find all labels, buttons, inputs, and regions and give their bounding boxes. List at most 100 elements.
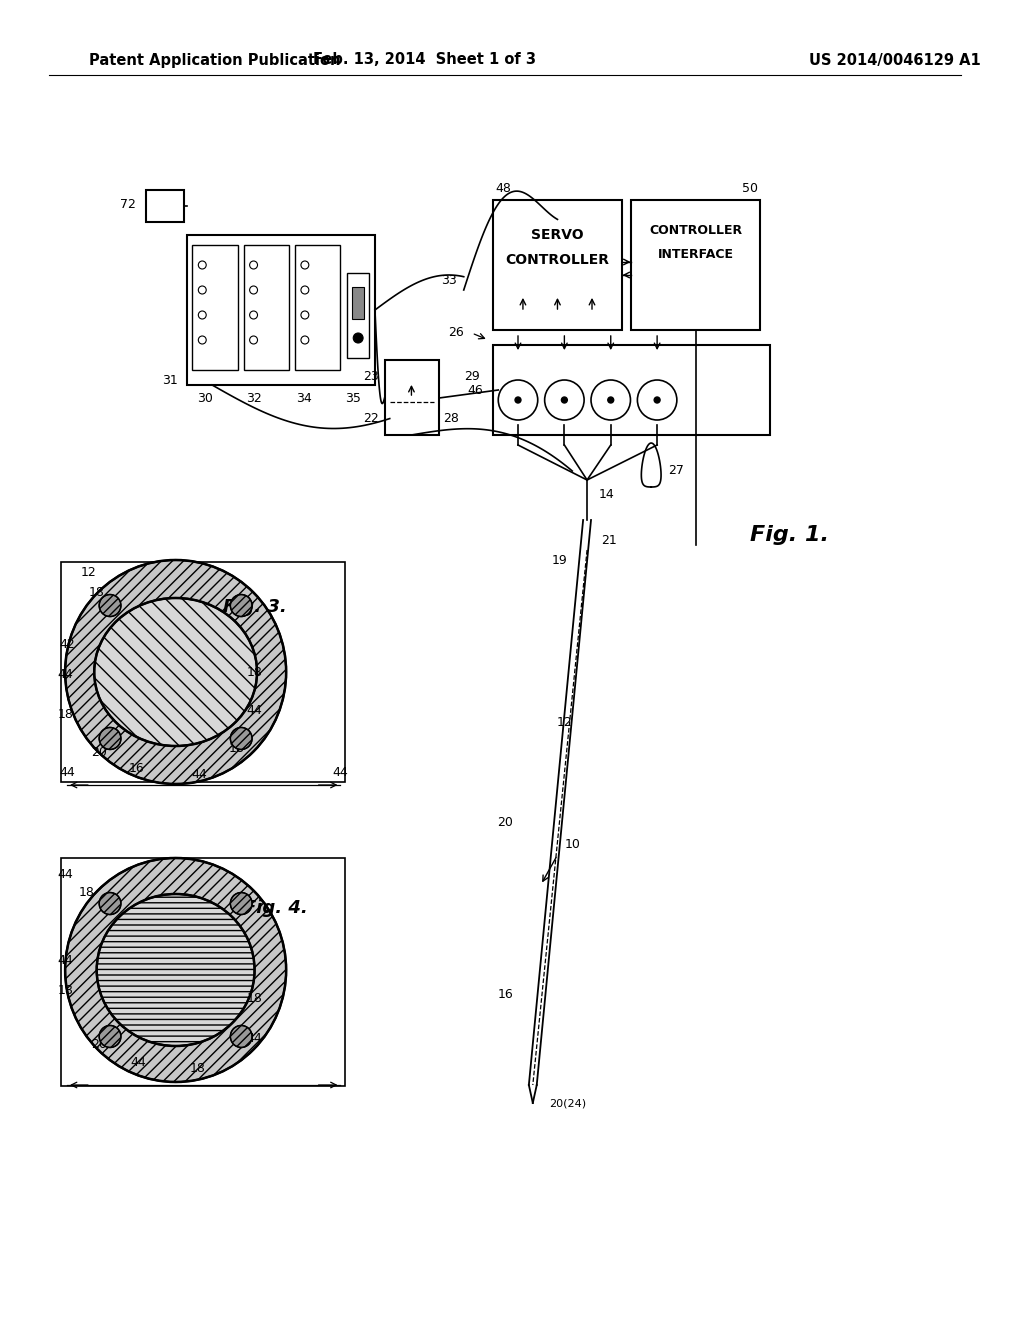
Text: 23: 23 [364,370,379,383]
Circle shape [99,727,121,750]
Circle shape [591,380,631,420]
Text: 44: 44 [247,1031,262,1044]
Text: 44: 44 [57,668,73,681]
Circle shape [230,727,252,750]
Text: 18: 18 [247,991,262,1005]
Bar [352,286,365,319]
Text: CONTROLLER: CONTROLLER [649,223,742,236]
Text: 18: 18 [57,983,73,997]
Circle shape [66,858,286,1082]
Text: 30: 30 [198,392,213,404]
Circle shape [250,286,257,294]
Text: SERVO: SERVO [531,228,584,242]
Text: 18: 18 [247,665,262,678]
Circle shape [250,337,257,345]
Circle shape [301,261,309,269]
Bar [347,273,369,358]
Bar [146,190,183,222]
Text: 12: 12 [81,565,96,578]
Text: 10: 10 [564,838,581,851]
Text: 20: 20 [498,816,513,829]
Text: 18: 18 [189,1061,205,1074]
Circle shape [250,312,257,319]
Text: 18: 18 [89,586,104,599]
Bar [61,562,345,781]
Text: 16: 16 [498,989,513,1002]
Circle shape [199,261,206,269]
Ellipse shape [96,894,255,1045]
Text: 50: 50 [741,181,758,194]
Bar [494,201,622,330]
Text: 33: 33 [441,273,457,286]
Circle shape [301,337,309,345]
Text: 18: 18 [57,709,73,722]
Circle shape [637,380,677,420]
Text: 18: 18 [79,887,95,899]
Text: 46: 46 [468,384,483,396]
Text: INTERFACE: INTERFACE [657,248,733,261]
Text: 35: 35 [345,392,361,404]
Circle shape [66,560,286,784]
Text: 31: 31 [162,374,177,387]
Bar [244,246,289,370]
Circle shape [230,594,252,616]
Text: Fig. 3.: Fig. 3. [222,598,287,616]
Circle shape [654,397,660,403]
Text: 14: 14 [599,488,614,502]
Text: 44: 44 [57,869,73,882]
Text: 21: 21 [601,533,616,546]
Text: 29: 29 [464,371,479,384]
Text: 34: 34 [296,392,311,404]
Circle shape [561,397,567,403]
Text: Feb. 13, 2014  Sheet 1 of 3: Feb. 13, 2014 Sheet 1 of 3 [312,53,536,67]
Circle shape [230,892,252,915]
Bar [632,201,760,330]
Circle shape [99,1026,121,1048]
Circle shape [199,312,206,319]
Bar [385,360,439,436]
Bar [61,858,345,1086]
Text: 20: 20 [91,746,106,759]
Text: Fig. 1.: Fig. 1. [750,525,828,545]
Circle shape [515,397,521,403]
Text: CONTROLLER: CONTROLLER [506,253,609,267]
Text: Patent Application Publication: Patent Application Publication [89,53,340,67]
Text: 44: 44 [247,704,262,717]
Circle shape [301,286,309,294]
Text: 19: 19 [552,553,567,566]
Circle shape [230,1026,252,1048]
Text: 44: 44 [191,768,207,781]
Text: Fig. 4.: Fig. 4. [245,899,308,917]
Text: 26: 26 [447,326,464,339]
Circle shape [199,286,206,294]
Ellipse shape [94,598,257,746]
Bar [295,246,340,370]
Bar [494,345,770,436]
Text: 44: 44 [59,767,75,780]
Text: 28: 28 [443,412,459,425]
Circle shape [545,380,584,420]
Circle shape [301,312,309,319]
Text: 12: 12 [556,715,572,729]
Text: 22: 22 [364,412,379,425]
Text: 44: 44 [57,953,73,966]
Text: 72: 72 [121,198,136,210]
Text: US 2014/0046129 A1: US 2014/0046129 A1 [809,53,981,67]
Text: 44: 44 [130,1056,146,1068]
Bar [187,235,375,385]
Bar [193,246,238,370]
Circle shape [99,892,121,915]
Text: 44: 44 [333,767,348,780]
Circle shape [499,380,538,420]
Circle shape [199,337,206,345]
Circle shape [608,397,613,403]
Text: 32: 32 [246,392,261,404]
Text: 42: 42 [59,639,75,652]
Text: 18: 18 [228,742,245,755]
Circle shape [353,333,364,343]
Text: 16: 16 [128,762,144,775]
Text: 27: 27 [668,463,684,477]
Text: 20(24): 20(24) [549,1098,586,1107]
Text: 20: 20 [91,1039,106,1052]
Text: 48: 48 [496,181,511,194]
